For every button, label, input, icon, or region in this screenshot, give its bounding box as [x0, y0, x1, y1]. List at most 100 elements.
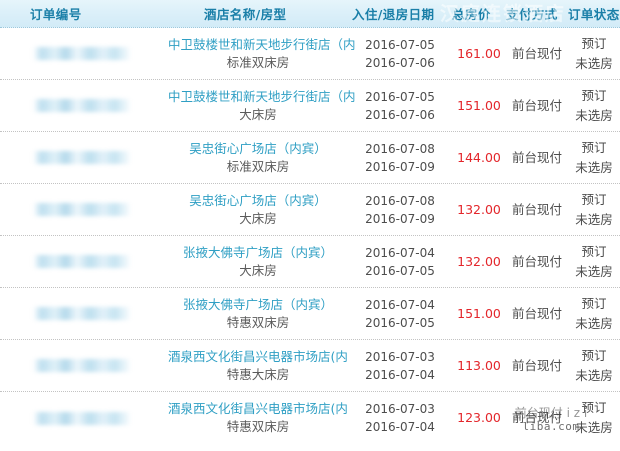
- pay-method: 前台现付: [511, 45, 562, 61]
- price-cell: 113.00: [452, 340, 506, 391]
- status-badge: 预订: [581, 35, 607, 51]
- pay-method-cell: 前台现付: [506, 340, 568, 391]
- checkin-date: 2016-07-05: [365, 89, 435, 104]
- status-badge: 预订: [581, 347, 607, 363]
- status-detail-badge: 未选房: [575, 159, 613, 175]
- table-row[interactable]: 张掖大佛寺广场店（内宾） 特惠双床房 2016-07-04 2016-07-05 151…: [0, 288, 620, 340]
- room-type-label: 大床房: [239, 210, 277, 226]
- status-cell: 预订 未选房: [568, 288, 620, 339]
- hotel-cell: 中卫鼓楼世和新天地步行街店（内 标准双床房: [168, 28, 356, 79]
- status-detail-badge: 未选房: [575, 367, 613, 383]
- checkout-date: 2016-07-09: [365, 211, 435, 226]
- checkin-date: 2016-07-08: [365, 141, 435, 156]
- status-cell: 预订 未选房: [568, 184, 620, 235]
- checkout-date: 2016-07-04: [365, 420, 435, 434]
- hotel-cell: 酒泉西文化街昌兴电器市场店(内 特惠大床房: [168, 340, 348, 391]
- checkout-date: 2016-07-09: [365, 159, 435, 174]
- status-detail-badge: 未选房: [575, 107, 613, 123]
- order-no-cell[interactable]: [0, 340, 168, 391]
- column-header-order-no[interactable]: 订单编号: [30, 7, 82, 22]
- hotel-name-link[interactable]: 酒泉西文化街昌兴电器市场店(内: [168, 348, 348, 364]
- dates-cell: 2016-07-08 2016-07-09: [348, 132, 452, 183]
- status-cell: 预订 未选房: [568, 340, 620, 391]
- pay-method-cell: 前台现付: [506, 28, 568, 79]
- checkin-date: 2016-07-04: [365, 297, 435, 312]
- status-detail-badge: 未选房: [575, 263, 613, 279]
- pay-method: 前台现付: [511, 97, 562, 113]
- table-row[interactable]: 中卫鼓楼世和新天地步行街店（内 标准双床房 2016-07-05 2016-07-06…: [0, 28, 620, 80]
- order-no-redacted: [34, 255, 130, 268]
- total-price: 123.00: [457, 410, 501, 425]
- table-row[interactable]: 中卫鼓楼世和新天地步行街店（内 大床房 2016-07-05 2016-07-06 15…: [0, 80, 620, 132]
- column-header-dates[interactable]: 入住/退房日期: [352, 7, 435, 22]
- total-price: 132.00: [457, 253, 501, 269]
- order-no-redacted: [34, 359, 130, 372]
- hotel-cell: 吴忠街心广场店（内宾） 大床房: [168, 184, 348, 235]
- checkout-date: 2016-07-04: [365, 367, 435, 382]
- hotel-name-link[interactable]: 张掖大佛寺广场店（内宾）: [182, 244, 333, 260]
- total-price: 132.00: [457, 201, 501, 217]
- order-no-cell[interactable]: [0, 80, 168, 131]
- pay-method-cell: 前台现付: [506, 392, 568, 444]
- order-no-redacted: [34, 307, 130, 320]
- order-no-cell[interactable]: [0, 236, 168, 287]
- status-detail-badge: 未选房: [575, 55, 613, 71]
- table-row[interactable]: 吴忠街心广场店（内宾） 大床房 2016-07-08 2016-07-09 132.00…: [0, 184, 620, 236]
- hotel-name-link[interactable]: 张掖大佛寺广场店（内宾）: [182, 296, 333, 312]
- checkout-date: 2016-07-06: [365, 55, 435, 70]
- hotel-name-link[interactable]: 吴忠街心广场店（内宾）: [189, 140, 327, 156]
- pay-method: 前台现付: [511, 357, 562, 373]
- hotel-name-link[interactable]: 吴忠街心广场店（内宾）: [189, 192, 327, 208]
- room-type-label: 标准双床房: [226, 158, 290, 174]
- total-price: 144.00: [457, 149, 501, 165]
- price-cell: 151.00: [452, 288, 506, 339]
- status-detail-badge: 未选房: [575, 211, 613, 227]
- table-row[interactable]: 张掖大佛寺广场店（内宾） 大床房 2016-07-04 2016-07-05 132.0…: [0, 236, 620, 288]
- order-no-redacted: [34, 411, 130, 425]
- dates-cell: 2016-07-03 2016-07-04: [348, 340, 452, 391]
- pay-method-cell: 前台现付: [506, 132, 568, 183]
- status-cell: 预订 未选房: [568, 80, 620, 131]
- checkin-date: 2016-07-05: [365, 37, 435, 52]
- status-cell: 预订 未选房: [568, 236, 620, 287]
- status-cell: 预订 未选房: [568, 28, 620, 79]
- order-no-redacted: [34, 99, 130, 112]
- order-no-redacted: [34, 151, 130, 164]
- checkin-date: 2016-07-04: [365, 245, 435, 260]
- hotel-cell: 张掖大佛寺广场店（内宾） 特惠双床房: [168, 288, 348, 339]
- dates-cell: 2016-07-05 2016-07-06: [348, 80, 452, 131]
- column-header-hotel[interactable]: 酒店名称/房型: [204, 7, 287, 22]
- pay-method: 前台现付: [511, 410, 562, 425]
- pay-method: 前台现付: [511, 253, 562, 269]
- status-badge: 预订: [581, 243, 607, 259]
- order-no-cell[interactable]: [0, 132, 168, 183]
- order-no-cell[interactable]: [0, 28, 168, 79]
- dates-cell: 2016-07-04 2016-07-05: [348, 236, 452, 287]
- status-cell: 预订 未选房: [568, 392, 620, 444]
- dates-cell: 2016-07-03 2016-07-04: [348, 392, 452, 444]
- column-header-price[interactable]: 总房价: [452, 7, 491, 22]
- table-header-row: 订单编号 酒店名称/房型 入住/退房日期 总房价 支付方式 订单状态: [0, 0, 620, 28]
- checkin-date: 2016-07-03: [365, 349, 435, 364]
- column-header-status[interactable]: 订单状态: [568, 7, 620, 22]
- hotel-name-link[interactable]: 中卫鼓楼世和新天地步行街店（内: [168, 88, 356, 104]
- room-type-label: 特惠双床房: [226, 419, 290, 434]
- pay-method: 前台现付: [511, 305, 562, 321]
- column-header-pay[interactable]: 支付方式: [506, 7, 558, 22]
- status-badge: 预订: [581, 295, 607, 311]
- price-cell: 144.00: [452, 132, 506, 183]
- order-no-cell[interactable]: [0, 392, 168, 444]
- order-no-cell[interactable]: [0, 288, 168, 339]
- hotel-name-link[interactable]: 中卫鼓楼世和新天地步行街店（内: [168, 36, 356, 52]
- dates-cell: 2016-07-05 2016-07-06: [348, 28, 452, 79]
- hotel-cell: 酒泉西文化街昌兴电器市场店(内 特惠双床房: [168, 392, 348, 444]
- table-row[interactable]: 酒泉西文化街昌兴电器市场店(内 特惠大床房 2016-07-03 2016-07-04…: [0, 340, 620, 392]
- order-no-cell[interactable]: [0, 184, 168, 235]
- table-row[interactable]: 吴忠街心广场店（内宾） 标准双床房 2016-07-08 2016-07-09 144.…: [0, 132, 620, 184]
- hotel-name-link[interactable]: 酒泉西文化街昌兴电器市场店(内: [168, 401, 348, 416]
- total-price: 113.00: [457, 357, 501, 373]
- table-row[interactable]: 酒泉西文化街昌兴电器市场店(内 特惠双床房 2016-07-03 2016-07-04…: [0, 392, 620, 444]
- room-type-label: 大床房: [239, 262, 277, 278]
- total-price: 151.00: [457, 305, 501, 321]
